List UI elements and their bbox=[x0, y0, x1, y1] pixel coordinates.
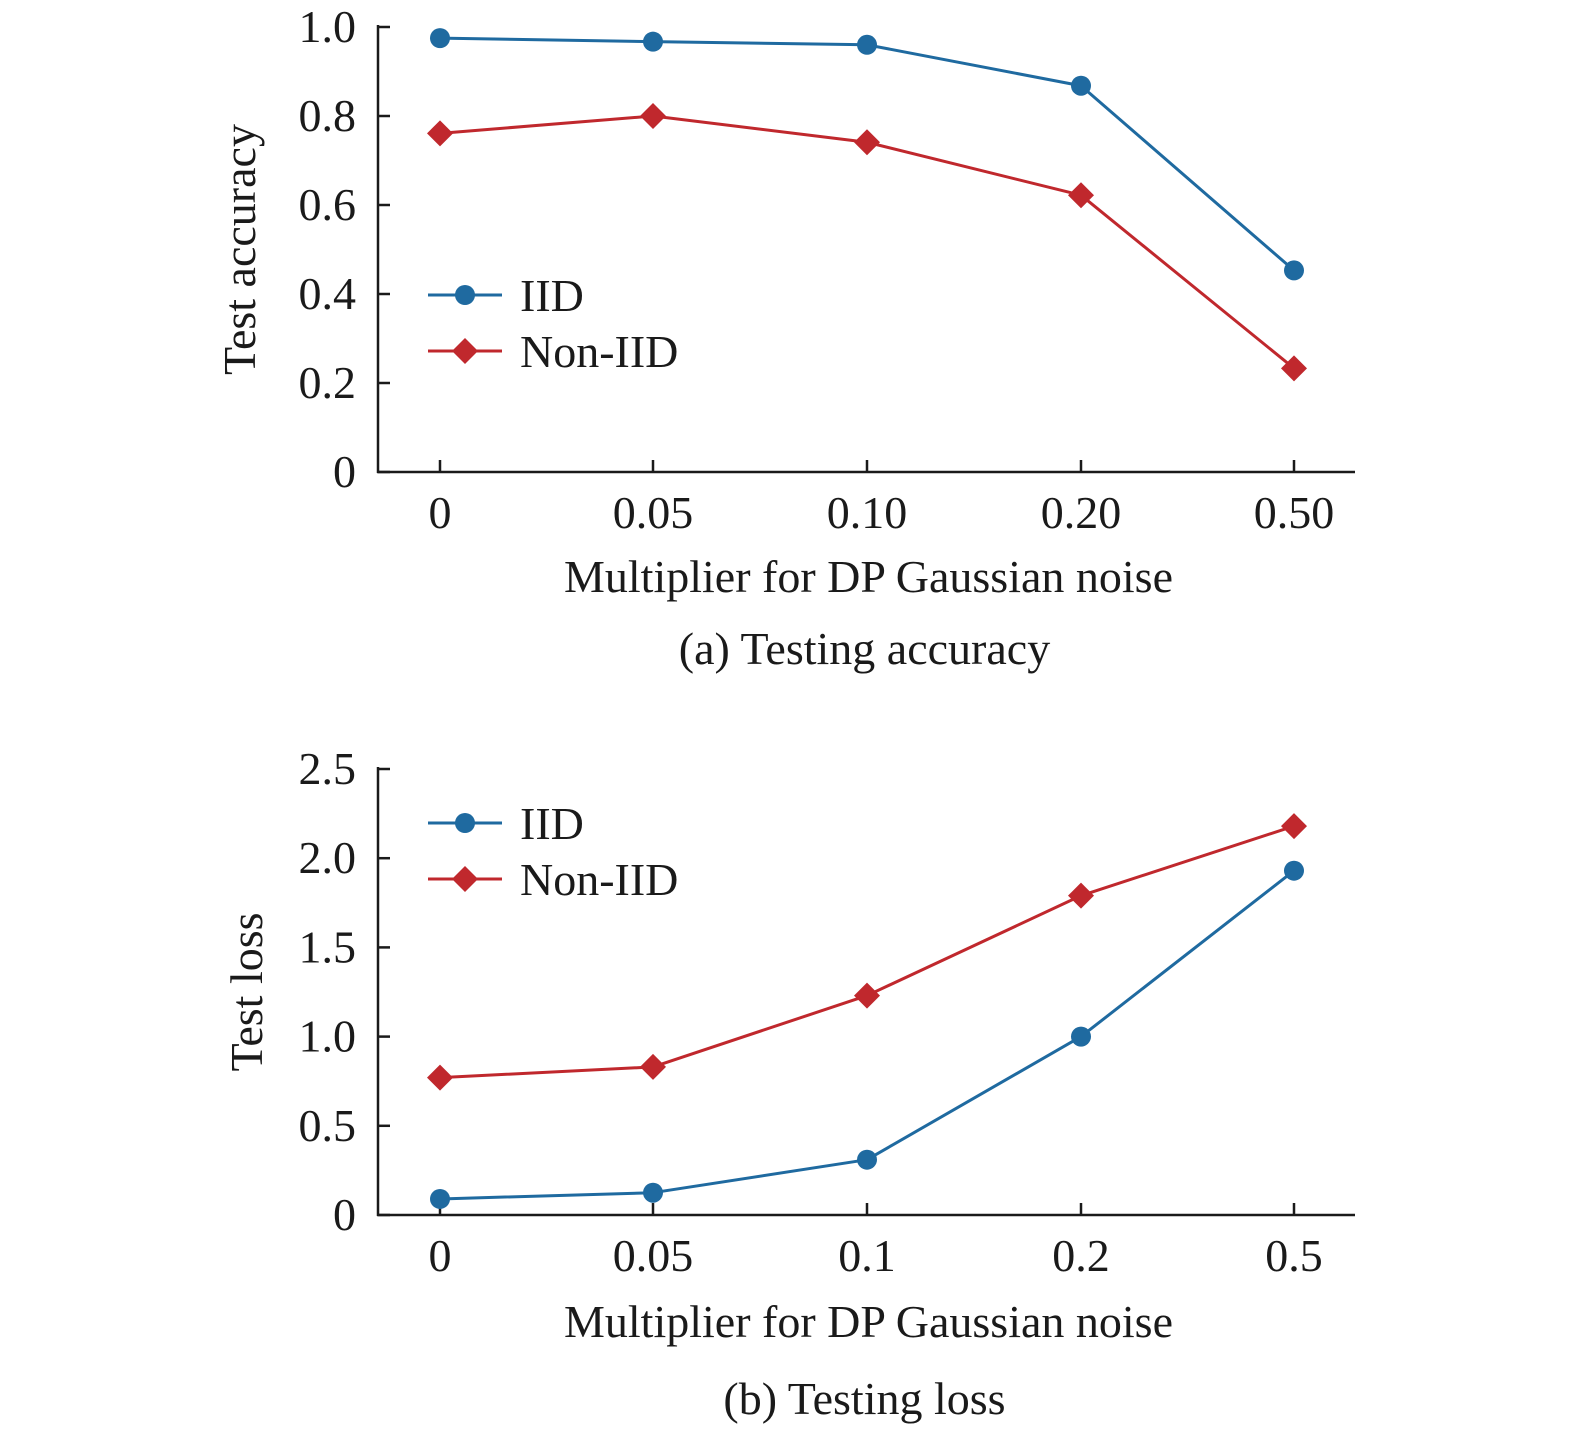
data-point bbox=[1284, 860, 1304, 881]
x-tick-label: 0.05 bbox=[613, 487, 694, 538]
x-tick-label: 0.2 bbox=[1052, 1230, 1110, 1281]
series-iid bbox=[430, 28, 1304, 281]
legend-label: IID bbox=[520, 270, 584, 321]
data-point bbox=[427, 120, 453, 147]
legend-label: Non-IID bbox=[520, 326, 678, 377]
data-point bbox=[427, 1064, 453, 1091]
series-non-iid bbox=[427, 103, 1307, 382]
data-point bbox=[854, 982, 880, 1009]
data-point bbox=[1068, 882, 1094, 909]
x-tick-label: 0.5 bbox=[1265, 1230, 1323, 1281]
chart-panel-accuracy: 0 0.2 0.4 0.6 0.8 1.0 0 0.05 0.10 0.20 0.50 Multipl… bbox=[214, 1, 1355, 674]
data-point bbox=[1071, 75, 1091, 96]
y-tick-label: 0.2 bbox=[299, 357, 357, 408]
y-tick-label: 0 bbox=[333, 446, 356, 497]
y-axis-label: Test loss bbox=[221, 912, 272, 1071]
chart-caption: (b) Testing loss bbox=[723, 1373, 1005, 1424]
y-tick-label: 2.5 bbox=[299, 743, 357, 794]
x-tick-label: 0 bbox=[429, 487, 452, 538]
data-point bbox=[643, 31, 663, 52]
y-tick-label: 2.0 bbox=[299, 832, 357, 883]
data-point bbox=[854, 129, 880, 156]
x-tick-label: 0.20 bbox=[1041, 487, 1122, 538]
data-point bbox=[1068, 182, 1094, 209]
y-tick-label: 0.4 bbox=[299, 268, 357, 319]
legend-marker bbox=[452, 866, 478, 892]
x-axis-label: Multiplier for DP Gaussian noise bbox=[564, 1296, 1173, 1347]
data-point bbox=[1284, 260, 1304, 281]
x-axis-label: Multiplier for DP Gaussian noise bbox=[564, 551, 1173, 602]
data-point bbox=[430, 1188, 450, 1209]
data-point bbox=[1281, 355, 1307, 382]
y-tick-label: 0 bbox=[333, 1189, 356, 1240]
x-tick-label: 0.50 bbox=[1254, 487, 1335, 538]
chart-panel-loss: 0 0.5 1.0 1.5 2.0 2.5 0 0.05 0.1 0.2 0.5 Multiplier… bbox=[221, 743, 1355, 1424]
x-tick-label: 0 bbox=[429, 1230, 452, 1281]
data-point bbox=[857, 1149, 877, 1170]
data-point bbox=[640, 1053, 666, 1080]
x-tick-label: 0.1 bbox=[838, 1230, 896, 1281]
y-tick-label: 1.0 bbox=[299, 1, 357, 52]
y-tick-label: 1.5 bbox=[299, 921, 357, 972]
data-point bbox=[430, 28, 450, 49]
series-iid bbox=[430, 860, 1304, 1209]
y-tick-label: 0.5 bbox=[299, 1100, 357, 1151]
y-tick-label: 0.8 bbox=[299, 90, 357, 141]
chart-caption: (a) Testing accuracy bbox=[679, 623, 1050, 674]
legend-label: Non-IID bbox=[520, 854, 678, 905]
data-point bbox=[1071, 1026, 1091, 1047]
data-point bbox=[643, 1182, 663, 1203]
x-tick-label: 0.10 bbox=[827, 487, 908, 538]
data-point bbox=[640, 103, 666, 129]
y-tick-label: 1.0 bbox=[299, 1011, 357, 1062]
legend-marker bbox=[455, 813, 475, 833]
y-axis-label: Test accuracy bbox=[214, 124, 265, 375]
x-tick-label: 0.05 bbox=[613, 1230, 694, 1281]
series-non-iid bbox=[427, 813, 1307, 1091]
legend-marker bbox=[452, 338, 478, 364]
data-point bbox=[1281, 813, 1307, 840]
legend-label: IID bbox=[520, 798, 584, 849]
data-point bbox=[857, 34, 877, 55]
legend-marker bbox=[455, 285, 475, 305]
y-tick-label: 0.6 bbox=[299, 179, 357, 230]
